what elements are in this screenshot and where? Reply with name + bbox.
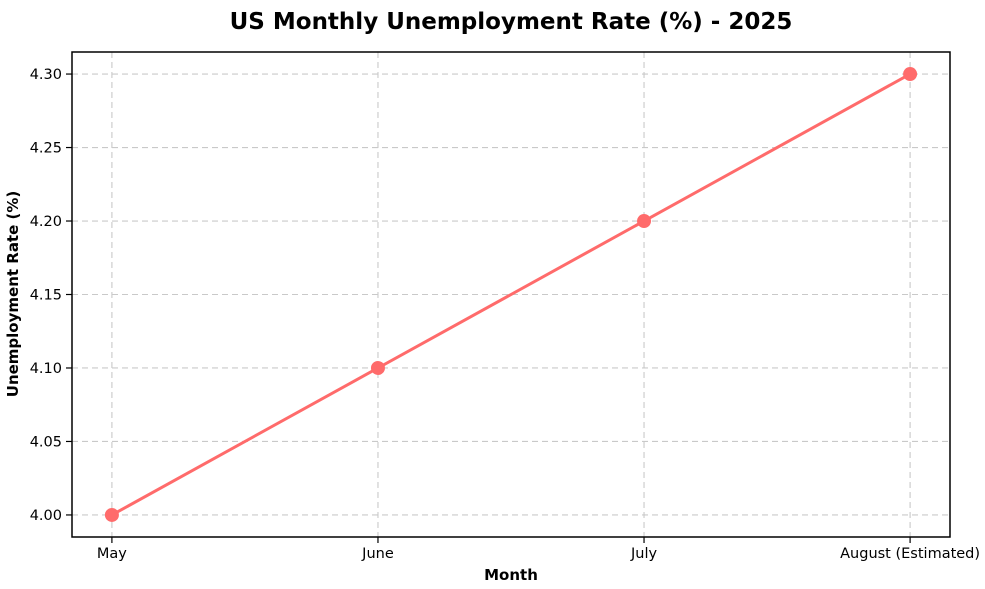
plot-border xyxy=(71,51,951,538)
x-tick-label: June xyxy=(361,546,394,562)
x-tick-label: May xyxy=(97,546,127,562)
y-tick-label: 4.05 xyxy=(30,434,62,450)
y-tick-label: 4.20 xyxy=(30,214,62,230)
x-tick-label: July xyxy=(630,546,657,562)
y-axis-label: Unemployment Rate (%) xyxy=(4,191,22,397)
y-tick-label: 4.25 xyxy=(30,141,62,157)
y-tick-label: 4.15 xyxy=(30,288,62,304)
data-line xyxy=(110,72,912,517)
data-point xyxy=(637,214,652,229)
x-axis-label: Month xyxy=(484,566,538,584)
y-tick-label: 4.30 xyxy=(30,67,62,83)
data-point xyxy=(370,360,385,375)
y-tick-label: 4.00 xyxy=(30,508,62,524)
data-point xyxy=(104,507,119,522)
y-tick-label: 4.10 xyxy=(30,361,62,377)
x-tick-label: August (Estimated) xyxy=(840,546,980,562)
chart-title: US Monthly Unemployment Rate (%) - 2025 xyxy=(230,9,793,35)
data-point xyxy=(903,67,918,82)
plot-area: 4.00 4.05 4.10 4.15 4.20 4.25 4.30 May June July A… xyxy=(30,51,980,562)
